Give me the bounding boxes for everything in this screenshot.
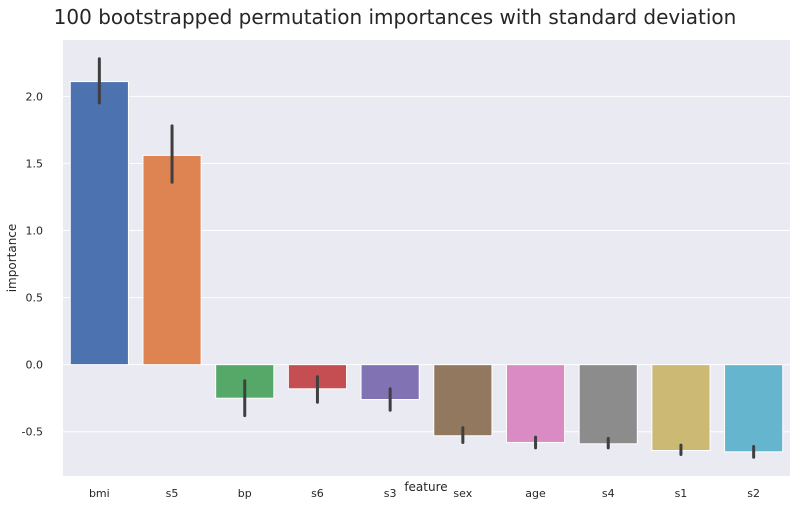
bar-s5 (142, 154, 202, 366)
x-tick-label: s3 (384, 487, 397, 500)
bar-s2 (724, 364, 784, 453)
bar-bmi (69, 81, 129, 366)
x-tick-labels: bmi s5 bp s6 s3 sex age s4 s1 s2 (89, 487, 760, 500)
y-tick-label: 1.5 (26, 157, 44, 170)
x-tick-label: s2 (747, 487, 760, 500)
x-tick-label: s4 (602, 487, 615, 500)
x-tick-label: bp (238, 487, 252, 500)
y-tick-label: -0.5 (22, 426, 43, 439)
x-axis-label: feature (404, 480, 447, 494)
bar-age (505, 364, 566, 443)
y-tick-label: 0.0 (26, 359, 44, 372)
x-tick-label: s1 (675, 487, 688, 500)
x-tick-label: age (525, 487, 546, 500)
x-tick-label: sex (453, 487, 472, 500)
error-bars (97, 57, 756, 459)
y-tick-label: 1.0 (26, 224, 44, 237)
x-tick-label: s6 (311, 487, 324, 500)
x-tick-label: s5 (166, 487, 179, 500)
y-tick-label: 0.5 (26, 292, 44, 305)
y-axis-label: importance (5, 224, 19, 293)
x-tick-label: bmi (89, 487, 110, 500)
bar-s1 (651, 364, 711, 452)
bar-s4 (578, 364, 638, 445)
y-tick-label: 2.0 (26, 90, 44, 103)
chart-title: 100 bootstrapped permutation importances… (54, 5, 737, 29)
bar-sex (433, 364, 493, 437)
y-tick-labels: -0.5 0.0 0.5 1.0 1.5 2.0 (22, 90, 43, 438)
bars (69, 81, 784, 453)
